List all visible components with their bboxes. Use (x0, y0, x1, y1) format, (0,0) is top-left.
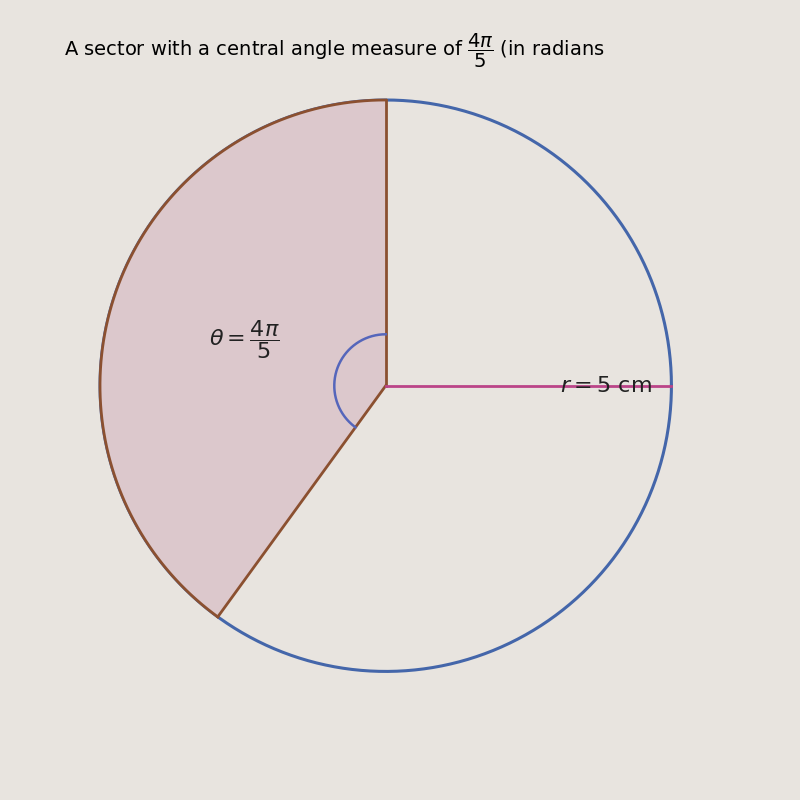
Text: A sector with a central angle measure of $\dfrac{4\pi}{5}$ (in radians: A sector with a central angle measure of… (64, 32, 605, 70)
Text: $r = 5\ \mathrm{cm}$: $r = 5\ \mathrm{cm}$ (560, 374, 652, 397)
Polygon shape (100, 100, 386, 617)
Text: $\theta = \dfrac{4\pi}{5}$: $\theta = \dfrac{4\pi}{5}$ (209, 318, 280, 362)
